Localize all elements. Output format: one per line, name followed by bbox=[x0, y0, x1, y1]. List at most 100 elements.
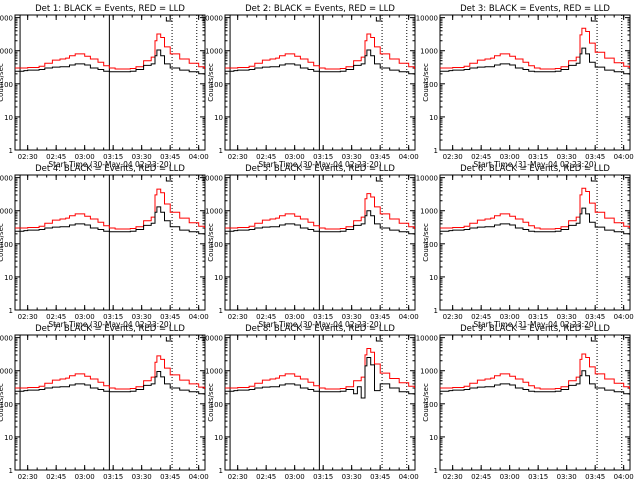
x-tick-label: 03:15 bbox=[528, 473, 548, 480]
y-tick-label: 100 bbox=[210, 401, 223, 409]
series-line-black bbox=[15, 371, 205, 395]
series-line-black bbox=[440, 47, 630, 75]
x-tick-label: 03:00 bbox=[75, 473, 95, 480]
x-tick-label: 04:00 bbox=[614, 473, 634, 480]
x-tick-label: 03:45 bbox=[585, 153, 605, 161]
series-line-black bbox=[440, 207, 630, 235]
bracket-marker bbox=[375, 337, 383, 342]
y-tick-label: 100 bbox=[210, 81, 223, 89]
x-tick-label: 02:45 bbox=[256, 313, 276, 321]
x-tick-label: 03:00 bbox=[75, 153, 95, 161]
plot-frame bbox=[224, 174, 416, 311]
y-axis-label: Counts/sec bbox=[422, 63, 430, 102]
series-line-red bbox=[440, 27, 630, 70]
y-axis-label: Counts/sec bbox=[0, 223, 5, 262]
y-tick-label: 10000 bbox=[416, 335, 438, 343]
series-line-black bbox=[225, 210, 415, 235]
panel-title: Det 6: BLACK = Events, RED = LLD bbox=[460, 164, 610, 174]
panel-title: Det 2: BLACK = Events, RED = LLD bbox=[245, 4, 395, 14]
y-axis-label: Counts/sec bbox=[207, 63, 215, 102]
x-tick-label: 03:45 bbox=[160, 153, 180, 161]
bracket-marker bbox=[165, 337, 173, 342]
x-tick-label: 02:45 bbox=[256, 473, 276, 480]
y-tick-label: 1 bbox=[9, 307, 13, 315]
x-tick-label: 03:30 bbox=[132, 473, 152, 480]
plot-frame bbox=[14, 174, 206, 311]
series-line-red bbox=[440, 187, 630, 230]
y-tick-label: 10000 bbox=[201, 335, 223, 343]
x-tick-label: 03:00 bbox=[500, 313, 520, 321]
panel-title: Det 1: BLACK = Events, RED = LLD bbox=[35, 4, 185, 14]
y-tick-label: 100 bbox=[210, 241, 223, 249]
plot-area bbox=[440, 335, 630, 470]
y-tick-label: 10 bbox=[4, 114, 13, 122]
plot-area bbox=[15, 175, 205, 310]
x-tick-label: 03:45 bbox=[370, 313, 390, 321]
x-tick-label: 02:45 bbox=[46, 313, 66, 321]
y-tick-label: 1000 bbox=[205, 208, 223, 216]
x-tick-label: 04:00 bbox=[189, 313, 209, 321]
y-axis-label: Counts/sec bbox=[0, 383, 5, 422]
plot-frame bbox=[439, 14, 631, 151]
x-axis-label: Start Time (30-May-04 02:23:20) bbox=[258, 320, 381, 329]
panel-title: Det 3: BLACK = Events, RED = LLD bbox=[460, 4, 610, 14]
y-tick-label: 10 bbox=[214, 114, 223, 122]
x-tick-label: 02:30 bbox=[228, 153, 248, 161]
x-tick-label: 03:30 bbox=[557, 153, 577, 161]
x-tick-label: 03:15 bbox=[103, 313, 123, 321]
x-tick-label: 03:45 bbox=[370, 153, 390, 161]
bracket-marker bbox=[590, 17, 598, 22]
bracket-marker bbox=[375, 177, 383, 182]
y-tick-label: 100 bbox=[425, 401, 438, 409]
plot-area bbox=[225, 175, 415, 310]
x-tick-label: 02:30 bbox=[228, 313, 248, 321]
series-line-black bbox=[15, 206, 205, 235]
panel: Det 1: BLACK = Events, RED = LLD 1 10 100 10… bbox=[0, 4, 209, 169]
panel: Det 5: BLACK = Events, RED = LLD 1 10 100 10… bbox=[201, 164, 419, 329]
x-tick-label: 02:30 bbox=[443, 473, 463, 480]
x-tick-label: 03:15 bbox=[313, 313, 333, 321]
y-tick-label: 100 bbox=[0, 81, 13, 89]
x-axis-label: Start Time (31-May-04 02:23:20) bbox=[473, 160, 596, 169]
y-tick-label: 100 bbox=[425, 81, 438, 89]
x-tick-label: 03:15 bbox=[528, 153, 548, 161]
x-tick-label: 02:30 bbox=[228, 473, 248, 480]
panel: Det 8: BLACK = Events, RED = LLD 1 10 100 10… bbox=[201, 324, 419, 480]
series-line-red bbox=[15, 188, 205, 230]
x-tick-label: 03:45 bbox=[585, 473, 605, 480]
x-tick-label: 02:45 bbox=[471, 313, 491, 321]
series-line-red bbox=[225, 193, 415, 230]
y-tick-label: 1000 bbox=[0, 48, 13, 56]
y-tick-label: 1 bbox=[9, 467, 13, 475]
x-tick-label: 03:15 bbox=[528, 313, 548, 321]
panel-title: Det 9: BLACK = Events, RED = LLD bbox=[460, 324, 610, 334]
x-tick-label: 03:15 bbox=[313, 473, 333, 480]
y-tick-label: 10 bbox=[214, 274, 223, 282]
plot-area bbox=[15, 15, 205, 150]
x-axis-label: Start Time (30-May-04 02:23:20) bbox=[48, 320, 171, 329]
y-axis-label: Counts/sec bbox=[0, 63, 5, 102]
x-tick-label: 02:45 bbox=[46, 473, 66, 480]
bracket-marker bbox=[165, 177, 173, 182]
y-tick-label: 10 bbox=[214, 434, 223, 442]
plot-frame bbox=[439, 174, 631, 311]
series-line-red bbox=[15, 33, 205, 70]
y-tick-label: 10 bbox=[429, 274, 438, 282]
series-line-black bbox=[225, 357, 415, 399]
y-tick-label: 1000 bbox=[420, 208, 438, 216]
y-tick-label: 1 bbox=[434, 307, 438, 315]
plot-area bbox=[15, 335, 205, 470]
plot-area bbox=[225, 335, 415, 470]
y-tick-label: 1 bbox=[9, 147, 13, 155]
y-tick-label: 1000 bbox=[420, 368, 438, 376]
x-tick-label: 04:00 bbox=[399, 473, 419, 480]
plot-frame bbox=[14, 14, 206, 151]
bracket-marker bbox=[590, 177, 598, 182]
y-tick-label: 1000 bbox=[205, 48, 223, 56]
x-axis-label: Start Time (30-May-04 02:23:20) bbox=[258, 160, 381, 169]
y-tick-label: 10000 bbox=[201, 175, 223, 183]
x-tick-label: 04:00 bbox=[189, 153, 209, 161]
x-tick-label: 03:30 bbox=[342, 473, 362, 480]
y-tick-label: 1 bbox=[219, 467, 223, 475]
y-tick-label: 100 bbox=[0, 241, 13, 249]
